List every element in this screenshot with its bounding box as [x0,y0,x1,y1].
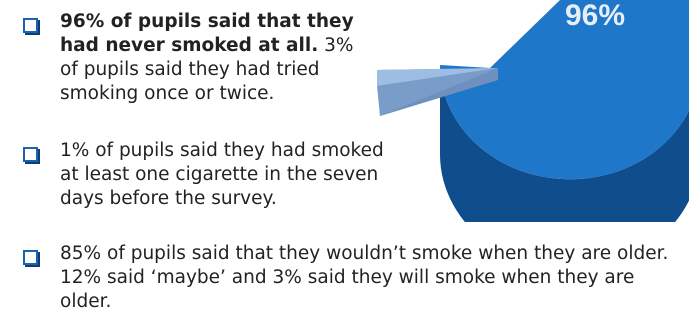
bullet-3-regular-text: 85% of pupils said that they wouldn’t sm… [60,243,669,312]
bullet-2-regular-text: 1% of pupils said they had smoked at lea… [60,140,384,209]
bullet-1-bold-text: 96% of pupils said that they had never s… [60,11,354,56]
bullet-1-text: 96% of pupils said that they had never s… [60,10,360,106]
pie-percent-label: 96% [565,0,625,32]
checkbox-bullet-icon [23,250,38,265]
pie-small-slice-edge [377,68,498,116]
pie-chart: 96% [377,0,689,222]
bullet-2-text: 1% of pupils said they had smoked at lea… [60,139,390,211]
bullet-3-text: 85% of pupils said that they wouldn’t sm… [60,242,680,314]
pie-main-slice-side [440,18,689,222]
pie-main-slice [440,0,689,180]
checkbox-bullet-icon [23,18,38,33]
checkbox-bullet-icon [23,147,38,162]
bullet-1-regular-text: 3% of pupils said they had tried smoking… [60,35,354,104]
